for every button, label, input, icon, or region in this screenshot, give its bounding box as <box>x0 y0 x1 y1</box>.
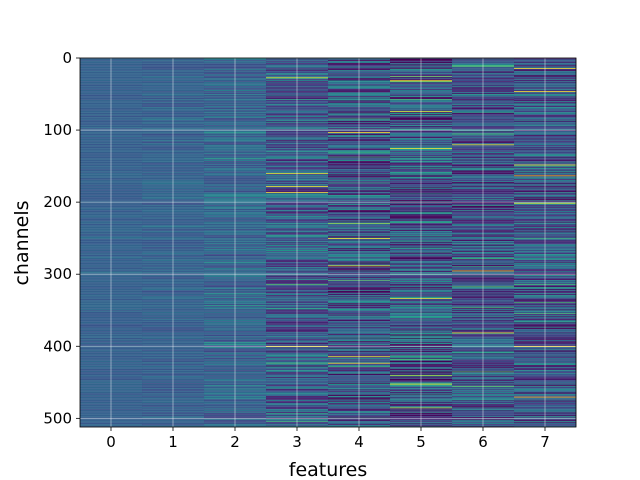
grid-lines <box>80 57 576 427</box>
x-tick-label: 1 <box>168 433 178 451</box>
x-tick-label: 3 <box>292 433 302 451</box>
x-tick-label: 7 <box>540 433 550 451</box>
x-tick-label: 4 <box>354 433 364 451</box>
y-axis: 0 100 200 300 400 500 <box>43 49 80 427</box>
y-tick-label: 500 <box>43 409 72 427</box>
y-tick-label: 100 <box>43 121 72 139</box>
x-tick-label: 5 <box>416 433 426 451</box>
x-axis-label: features <box>289 459 368 480</box>
y-tick-label: 400 <box>43 337 72 355</box>
y-tick-label: 200 <box>43 193 72 211</box>
x-tick-label: 6 <box>478 433 488 451</box>
x-axis: 0 1 2 3 4 5 6 7 <box>106 427 550 451</box>
heatmap-cells <box>80 58 577 428</box>
plot-frame <box>79 57 577 428</box>
y-tick-label: 0 <box>62 49 72 67</box>
y-tick-label: 300 <box>43 265 72 283</box>
y-axis-label: channels <box>11 200 33 285</box>
x-tick-label: 2 <box>230 433 240 451</box>
x-tick-label: 0 <box>106 433 116 451</box>
